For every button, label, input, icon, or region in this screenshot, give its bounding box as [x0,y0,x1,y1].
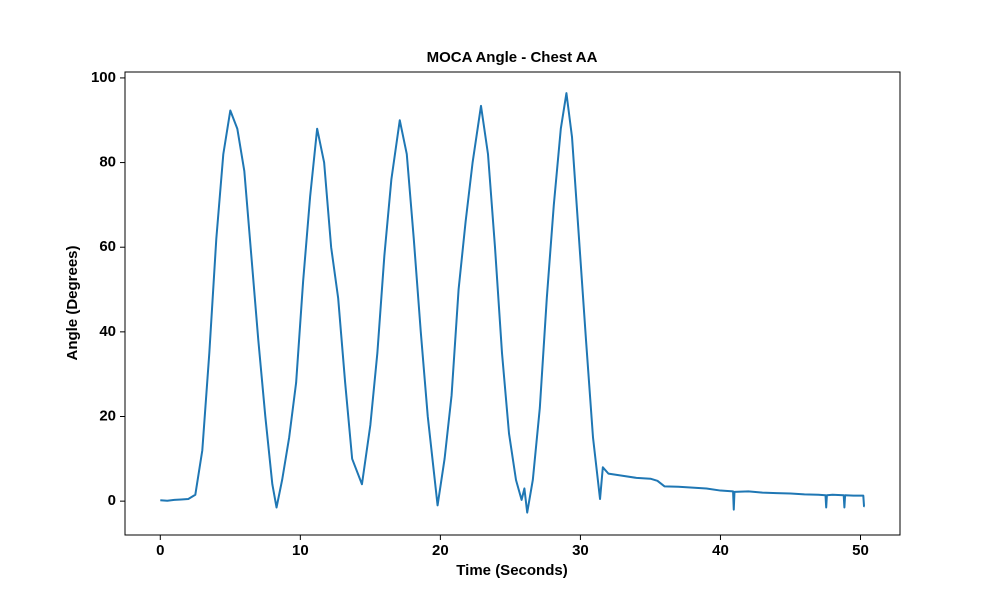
y-tick-label: 20 [99,407,116,424]
x-tick-label: 30 [572,542,589,559]
y-tick-label: 0 [108,492,116,509]
y-tick-label: 60 [99,238,116,255]
x-tick-label: 20 [432,542,449,559]
y-tick-label: 100 [91,69,116,86]
x-tick-label: 40 [712,542,729,559]
y-tick-label: 80 [99,154,116,171]
x-tick-label: 10 [292,542,309,559]
y-axis-label: Angle (Degrees) [64,245,81,360]
y-tick-label: 40 [99,323,116,340]
chart-title: MOCA Angle - Chest AA [427,49,598,66]
plot-frame [124,71,901,536]
x-tick-label: 0 [156,542,164,559]
data-line [160,92,866,514]
x-tick-label: 50 [852,542,869,559]
x-axis-label: Time (Seconds) [456,562,567,579]
